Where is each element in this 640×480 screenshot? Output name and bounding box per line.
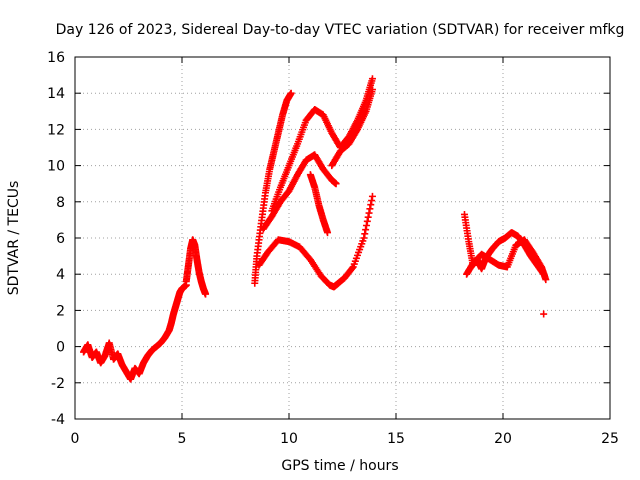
y-tick-label: 2: [56, 303, 65, 319]
data-point: [360, 234, 368, 242]
x-tick-label: 10: [280, 431, 298, 447]
data-point: [362, 226, 370, 234]
series-arc-2: [182, 236, 210, 298]
data-point: [287, 89, 295, 97]
data-point: [202, 290, 210, 298]
y-tick-label: 4: [56, 267, 65, 283]
data-point: [368, 197, 376, 205]
grid-lines: [75, 57, 610, 419]
data-point: [361, 230, 369, 238]
series-arc-1: [80, 281, 190, 383]
chart-title: Day 126 of 2023, Sidereal Day-to-day VTE…: [56, 22, 625, 38]
series-arc-4: [255, 192, 376, 291]
y-tick-label: 12: [47, 122, 65, 138]
data-point: [362, 222, 370, 230]
y-tick-label: 14: [47, 86, 65, 102]
x-tick-label: 20: [494, 431, 512, 447]
series-arc-10: [463, 236, 550, 284]
series-arc-3: [251, 89, 295, 287]
data-point: [363, 217, 371, 225]
plot-frame: [74, 56, 611, 420]
x-tick-label: 0: [71, 431, 80, 447]
y-axis-label: SDTVAR / TECUs: [6, 181, 22, 296]
y-tick-label: 10: [47, 159, 65, 175]
series-arc-8: [306, 171, 332, 237]
y-tick-label: 8: [56, 195, 65, 211]
y-tick-label: 6: [56, 231, 65, 247]
series-arc-5: [259, 151, 340, 233]
data-point: [364, 213, 372, 221]
data-point: [365, 209, 373, 217]
data-point: [540, 310, 548, 318]
data-point: [366, 205, 374, 213]
y-tick-label: 16: [47, 50, 65, 66]
data-point: [348, 264, 356, 272]
data-point: [542, 276, 550, 284]
y-tick-label: -2: [51, 376, 65, 392]
data-point: [324, 229, 332, 237]
data-point: [367, 201, 375, 209]
y-tick-label: 0: [56, 340, 65, 356]
series-arc-11: [540, 310, 548, 318]
data-point: [368, 192, 376, 200]
data-points: [80, 75, 550, 383]
x-axis-label: GPS time / hours: [281, 458, 398, 474]
data-point: [368, 86, 376, 94]
tick-labels: 0 5 10 15 20 25 -4 -2 0 2 4 6 8 10 12 14 16: [47, 50, 619, 447]
data-point: [368, 75, 376, 83]
data-point: [332, 180, 340, 188]
series-arc-7: [328, 86, 376, 170]
x-tick-label: 15: [387, 431, 405, 447]
x-tick-label: 5: [178, 431, 187, 447]
x-tick-label: 25: [601, 431, 619, 447]
y-tick-label: -4: [51, 412, 65, 428]
